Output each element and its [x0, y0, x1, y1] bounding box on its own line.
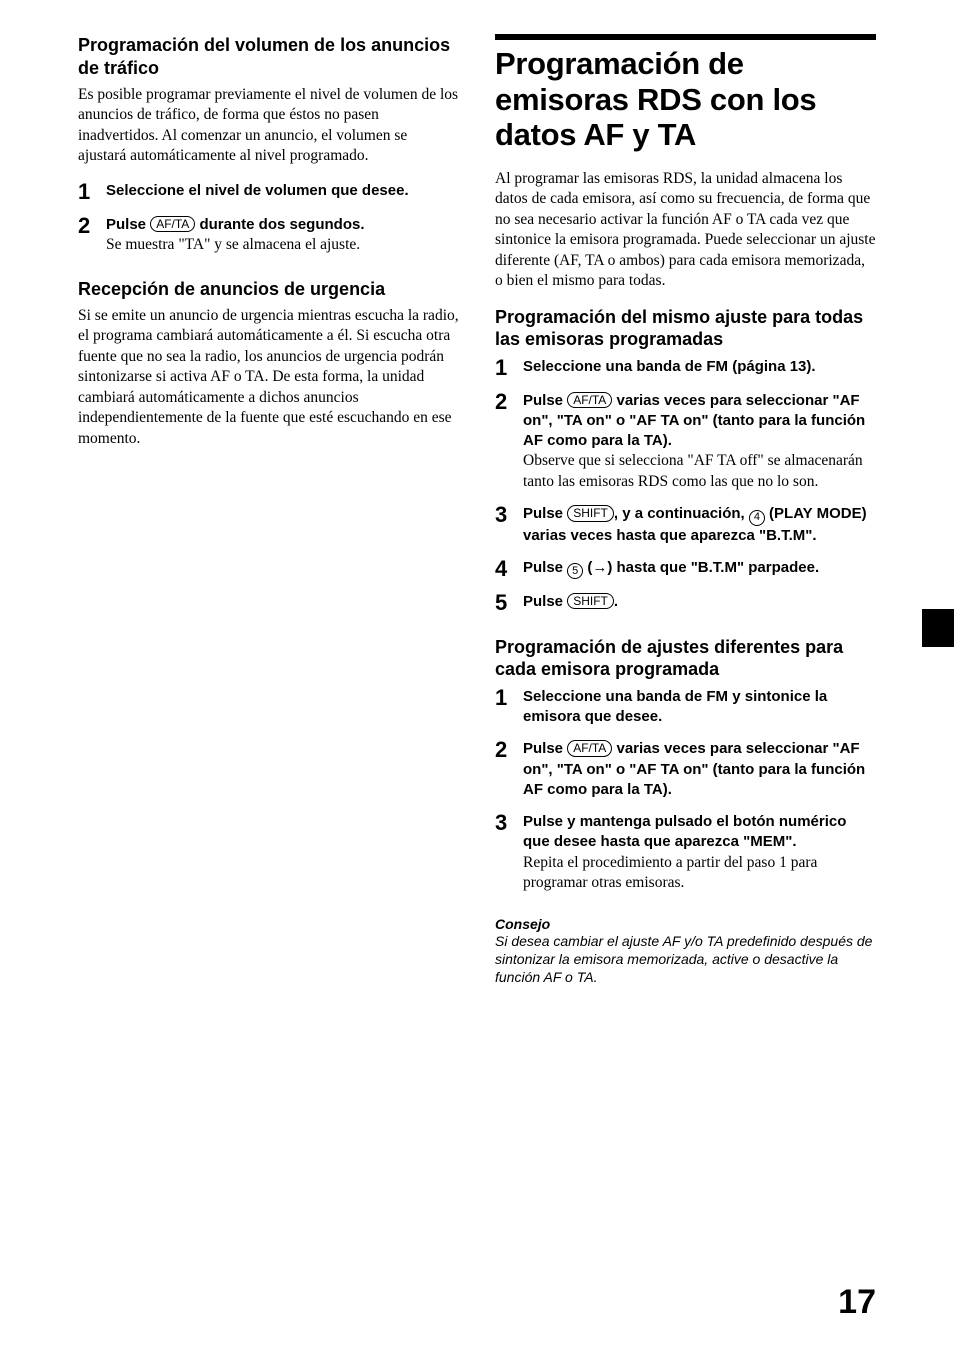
step-text: Pulse AF/TA varias veces para selecciona…: [523, 392, 865, 450]
afta-button-icon: AF/TA: [567, 740, 612, 756]
step-number: 1: [78, 181, 106, 203]
step-note: Se muestra "TA" y se almacena el ajuste.: [106, 235, 459, 255]
step-number: 1: [495, 357, 523, 379]
step-number: 1: [495, 687, 523, 709]
paragraph: Al programar las emisoras RDS, la unidad…: [495, 169, 876, 292]
step-text: Pulse AF/TA varias veces para selecciona…: [523, 740, 865, 798]
step-note: Observe que si selecciona "AF TA off" se…: [523, 451, 876, 492]
step: 3 Pulse y mantenga pulsado el botón numé…: [495, 812, 876, 893]
step-number: 4: [495, 558, 523, 580]
tip-body: Si desea cambiar el ajuste AF y/o TA pre…: [495, 932, 876, 987]
step-number: 3: [495, 812, 523, 834]
step-text: Seleccione una banda de FM y sintonice l…: [523, 688, 827, 725]
step: 4 Pulse 5 (→) hasta que "B.T.M" parpadee…: [495, 558, 876, 580]
step-note: Repita el procedimiento a partir del pas…: [523, 853, 876, 894]
step: 2 Pulse AF/TA durante dos segundos. Se m…: [78, 215, 459, 256]
left-column: Programación del volumen de los anuncios…: [78, 34, 459, 986]
step: 5 Pulse SHIFT.: [495, 592, 876, 614]
step: 2 Pulse AF/TA varias veces para seleccio…: [495, 391, 876, 493]
step-number: 2: [78, 215, 106, 237]
step-text: Pulse AF/TA durante dos segundos.: [106, 216, 365, 233]
page-number: 17: [838, 1283, 876, 1322]
heading-diff-setting: Programación de ajustes diferentes para …: [495, 636, 876, 681]
step-text: Pulse y mantenga pulsado el botón numéri…: [523, 812, 876, 853]
edge-tab: [922, 609, 954, 647]
step: 2 Pulse AF/TA varias veces para seleccio…: [495, 739, 876, 800]
afta-button-icon: AF/TA: [150, 216, 195, 232]
tip-heading: Consejo: [495, 916, 876, 932]
shift-button-icon: SHIFT: [567, 593, 614, 609]
step-text: Pulse SHIFT.: [523, 593, 618, 610]
heading-traffic-volume: Programación del volumen de los anuncios…: [78, 34, 459, 79]
heading-same-setting: Programación del mismo ajuste para todas…: [495, 306, 876, 351]
step-number: 5: [495, 592, 523, 614]
paragraph: Es posible programar previamente el nive…: [78, 85, 459, 167]
shift-button-icon: SHIFT: [567, 505, 614, 521]
step-text: Pulse 5 (→) hasta que "B.T.M" parpadee.: [523, 559, 819, 576]
step-number: 2: [495, 391, 523, 413]
step: 1 Seleccione una banda de FM y sintonice…: [495, 687, 876, 728]
step-number: 2: [495, 739, 523, 761]
number-button-icon: 4: [749, 510, 765, 526]
step: 1 Seleccione una banda de FM (página 13)…: [495, 357, 876, 379]
step: 1 Seleccione el nivel de volumen que des…: [78, 181, 459, 203]
step: 3 Pulse SHIFT, y a continuación, 4 (PLAY…: [495, 504, 876, 546]
step-text: Seleccione el nivel de volumen que desee…: [106, 182, 409, 199]
number-button-icon: 5: [567, 563, 583, 579]
afta-button-icon: AF/TA: [567, 392, 612, 408]
main-heading: Programación de emisoras RDS con los dat…: [495, 46, 876, 153]
heading-emergency: Recepción de anuncios de urgencia: [78, 278, 459, 301]
paragraph: Si se emite un anuncio de urgencia mient…: [78, 306, 459, 449]
step-text: Pulse SHIFT, y a continuación, 4 (PLAY M…: [523, 505, 867, 543]
step-text: Seleccione una banda de FM (página 13).: [523, 358, 816, 375]
step-number: 3: [495, 504, 523, 526]
right-column: Programación de emisoras RDS con los dat…: [495, 34, 876, 986]
section-rule: [495, 34, 876, 40]
